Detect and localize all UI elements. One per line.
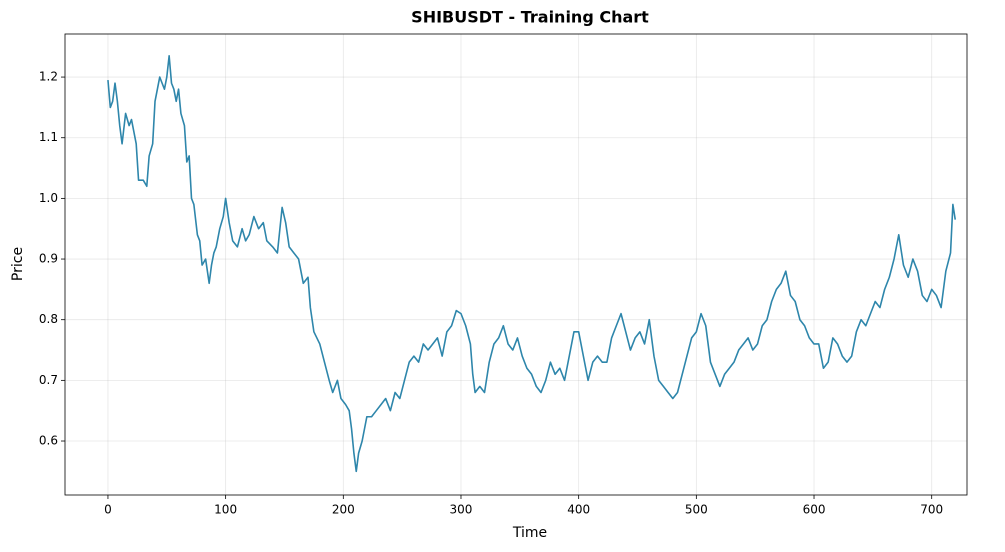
x-tick-label: 300	[450, 503, 473, 517]
x-tick-label: 500	[685, 503, 708, 517]
plot-frame	[64, 33, 968, 496]
x-axis-label: Time	[512, 525, 547, 541]
y-tick-label: 0.6	[39, 434, 58, 448]
x-tick-label: 100	[214, 503, 237, 517]
y-tick-label: 1.2	[39, 70, 58, 84]
x-tick-label: 700	[920, 503, 943, 517]
y-tick-label: 1.1	[39, 130, 58, 144]
y-tick-label: 1.0	[39, 191, 58, 205]
y-tick-label: 0.7	[39, 373, 58, 387]
y-tick-label: 0.9	[39, 252, 58, 266]
chart-title: SHIBUSDT - Training Chart	[411, 8, 649, 27]
y-axis-label: Price	[10, 247, 26, 281]
price-line	[107, 55, 957, 473]
x-tick-label: 0	[104, 503, 112, 517]
x-tick-label: 200	[332, 503, 355, 517]
x-tick-label: 600	[803, 503, 826, 517]
x-tick-label: 400	[567, 503, 590, 517]
y-tick-label: 0.8	[39, 312, 58, 326]
